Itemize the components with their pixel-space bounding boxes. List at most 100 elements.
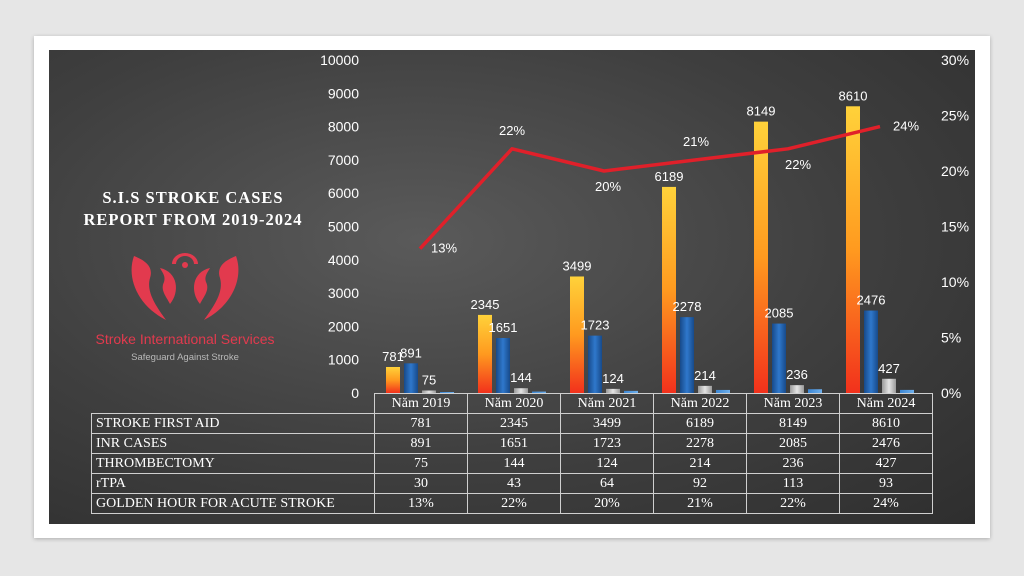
table-cell: 214: [653, 453, 747, 474]
table-cell: 113: [746, 473, 840, 494]
y2-axis-tick-label: 25%: [941, 108, 969, 124]
bar-rtpa: [900, 389, 914, 393]
bar-stroke-first-aid: [570, 276, 584, 393]
table-cell: 2345: [467, 413, 561, 434]
bar-data-label: 144: [510, 370, 532, 385]
bar-data-label: 75: [422, 373, 436, 388]
table-cell: 22%: [746, 493, 840, 514]
bar-data-label: 2278: [673, 299, 702, 314]
table-header-row: Năm 2019 Năm 2020 Năm 2021 Năm 2022 Năm …: [91, 393, 933, 414]
table-cell: 43: [467, 473, 561, 494]
bar-inr-cases: [588, 335, 602, 393]
y2-axis-tick-label: 30%: [941, 52, 969, 68]
bar-inr-cases: [864, 310, 878, 393]
bar-thrombectomy: [514, 388, 528, 393]
table-cell: 2085: [746, 433, 840, 454]
table-cell: 1651: [467, 433, 561, 454]
bar-stroke-first-aid: [662, 186, 676, 393]
table-cell: 2278: [653, 433, 747, 454]
table-cell: 8149: [746, 413, 840, 434]
y-axis-tick-label: 10000: [320, 52, 359, 68]
table-row: THROMBECTOMY 75 144 124 214 236 427: [91, 453, 933, 474]
bar-thrombectomy: [790, 385, 804, 393]
bar-data-label: 2476: [857, 293, 886, 308]
table-cell: 92: [653, 473, 747, 494]
table-row-label: THROMBECTOMY: [91, 453, 375, 474]
bar-data-label: 1723: [581, 318, 610, 333]
table-cell: 1723: [560, 433, 654, 454]
bar-data-label: 6189: [655, 169, 684, 184]
table-cell: 20%: [560, 493, 654, 514]
org-tagline: Safeguard Against Stroke: [131, 352, 239, 363]
bar-stroke-first-aid: [754, 121, 768, 393]
y2-axis-tick-label: 10%: [941, 274, 969, 290]
table-cell: 8610: [839, 413, 933, 434]
table-cell: 21%: [653, 493, 747, 514]
table-cell: 24%: [839, 493, 933, 514]
line-data-label: 24%: [893, 119, 919, 134]
table-header-year: Năm 2023: [746, 393, 840, 414]
bar-stroke-first-aid: [846, 106, 860, 394]
y-axis-tick-label: 7000: [328, 152, 359, 168]
table-cell: 75: [374, 453, 468, 474]
bar-data-label: 2345: [471, 297, 500, 312]
bar-data-label: 8149: [747, 104, 776, 119]
line-data-label: 22%: [499, 123, 525, 138]
bar-thrombectomy: [422, 390, 436, 393]
report-title-line-1: S.I.S STROKE CASES: [102, 188, 284, 207]
table-cell: 124: [560, 453, 654, 474]
line-data-label: 21%: [683, 134, 709, 149]
table-corner: [91, 393, 375, 414]
y-axis-tick-label: 6000: [328, 185, 359, 201]
bar-rtpa: [624, 390, 638, 393]
sis-logo-icon: [131, 253, 239, 320]
table-header-year: Năm 2024: [839, 393, 933, 414]
table-cell: 93: [839, 473, 933, 494]
golden-hour-line: [418, 124, 881, 250]
bar-stroke-first-aid: [478, 314, 492, 393]
bar-rtpa: [532, 391, 546, 393]
y-axis-tick-label: 9000: [328, 85, 359, 101]
table-header-year: Năm 2021: [560, 393, 654, 414]
bar-rtpa: [716, 389, 730, 393]
bar-inr-cases: [496, 338, 510, 393]
y-axis-tick-label: 0: [351, 385, 359, 401]
bar-inr-cases: [404, 363, 418, 393]
table-cell: 2476: [839, 433, 933, 454]
bar-data-label: 1651: [489, 320, 518, 335]
table-cell: 427: [839, 453, 933, 474]
y-axis-tick-label: 3000: [328, 285, 359, 301]
table-cell: 3499: [560, 413, 654, 434]
y2-axis-tick-label: 20%: [941, 163, 969, 179]
org-name: Stroke International Services: [95, 331, 275, 347]
bar-inr-cases: [680, 317, 694, 393]
bar-data-label: 781: [382, 349, 404, 364]
table-cell: 6189: [653, 413, 747, 434]
report-title-line-2: REPORT FROM 2019-2024: [83, 210, 303, 229]
table-cell: 64: [560, 473, 654, 494]
line-data-label: 22%: [785, 157, 811, 172]
bar-data-label: 124: [602, 371, 624, 386]
table-cell: 144: [467, 453, 561, 474]
table-header-year: Năm 2022: [653, 393, 747, 414]
y-axis-tick-label: 2000: [328, 318, 359, 334]
y-axis-tick-label: 1000: [328, 352, 359, 368]
table-row-label: rTPA: [91, 473, 375, 494]
table-row: STROKE FIRST AID 781 2345 3499 6189 8149…: [91, 413, 933, 434]
y-axis-tick-label: 5000: [328, 219, 359, 235]
line-data-label: 20%: [595, 179, 621, 194]
table-row: rTPA 30 43 64 92 113 93: [91, 473, 933, 494]
bar-data-label: 427: [878, 361, 900, 376]
y2-axis-tick-label: 0%: [941, 385, 961, 401]
bar-thrombectomy: [882, 378, 896, 393]
bar-inr-cases: [772, 323, 786, 393]
bar-rtpa: [808, 389, 822, 393]
bar-data-label: 236: [786, 367, 808, 382]
bar-data-label: 891: [400, 345, 422, 360]
table-cell: 891: [374, 433, 468, 454]
table-cell: 13%: [374, 493, 468, 514]
bar-rtpa: [440, 392, 454, 393]
table-header-year: Năm 2019: [374, 393, 468, 414]
line-data-label: 13%: [431, 241, 457, 256]
